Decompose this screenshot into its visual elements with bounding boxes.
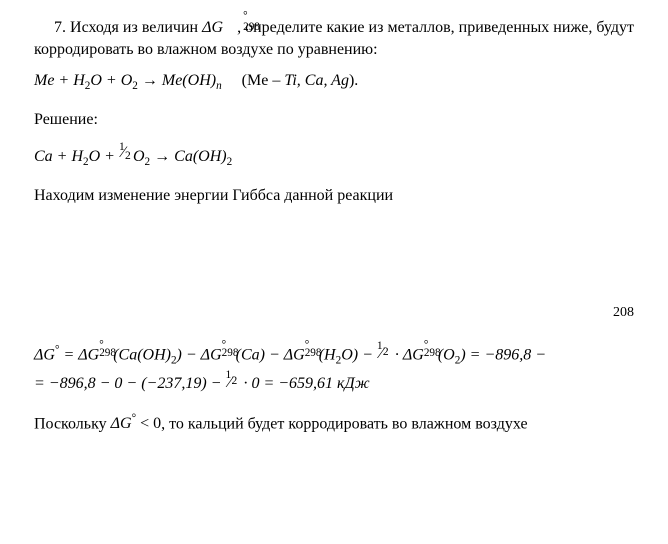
general-equation: Me + H2O + O2 → Me(OH)n (Me – Ti, Ca, Ag… [34, 70, 634, 95]
half-fraction-2: 1⁄2 [377, 343, 391, 359]
metals-note: (Me – Ti, Ca, Ag). [242, 72, 359, 89]
problem-number: 7. [54, 19, 66, 36]
page-number: 208 [34, 303, 634, 323]
gibbs-text: Находим изменение энергии Гиббса данной … [34, 185, 634, 207]
conclusion: Поскольку ΔG° < 0, то кальций будет корр… [34, 412, 634, 436]
section-gap [34, 215, 634, 293]
gibbs-calculation: ΔG° = ΔG°298(Ca(OH)2) − ΔG°298(Ca) − ΔG°… [34, 341, 634, 398]
solution-label: Решение: [34, 109, 634, 131]
problem-statement: 7. Исходя из величин ΔG°298, определите … [34, 16, 634, 62]
dg-negative: ΔG° < 0 [111, 415, 161, 432]
problem-text-1b: , определите какие из металлов, приведен… [237, 19, 549, 36]
problem-text-1a: Исходя из величин [70, 19, 202, 36]
unit-kj: кДж [337, 375, 370, 392]
ca-equation: Ca + H2O + 1⁄2O2 → Ca(OH)2 [34, 145, 634, 171]
half-fraction-3: 1⁄2 [225, 372, 239, 388]
deltaG-expr: ΔG°298 [202, 19, 237, 36]
half-fraction: 1⁄2 [119, 145, 133, 161]
